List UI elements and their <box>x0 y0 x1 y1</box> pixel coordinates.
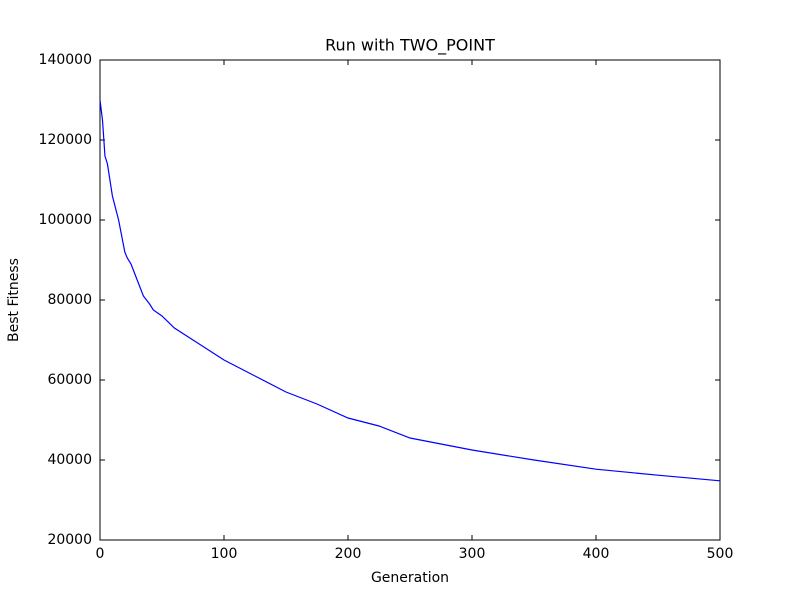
x-tick-label: 500 <box>707 546 734 562</box>
y-tick-label: 20000 <box>47 532 92 548</box>
y-tick-label: 140000 <box>39 52 92 68</box>
y-tick-label: 80000 <box>47 292 92 308</box>
data-line <box>99 99 721 482</box>
y-tick-label: 40000 <box>47 452 92 468</box>
x-tick-label: 300 <box>459 546 486 562</box>
y-axis-label: Best Fitness <box>6 258 22 342</box>
x-axis-label: Generation <box>371 570 449 586</box>
x-tick-label: 0 <box>96 546 105 562</box>
chart-title: Run with TWO_POINT <box>325 36 495 56</box>
y-tick-label: 120000 <box>39 132 92 148</box>
x-tick-label: 400 <box>583 546 610 562</box>
plot-frame <box>99 59 721 541</box>
x-tick-label: 200 <box>335 546 362 562</box>
y-tick-label: 60000 <box>47 372 92 388</box>
x-tick-label: 100 <box>211 546 238 562</box>
y-tick-label: 100000 <box>39 212 92 228</box>
